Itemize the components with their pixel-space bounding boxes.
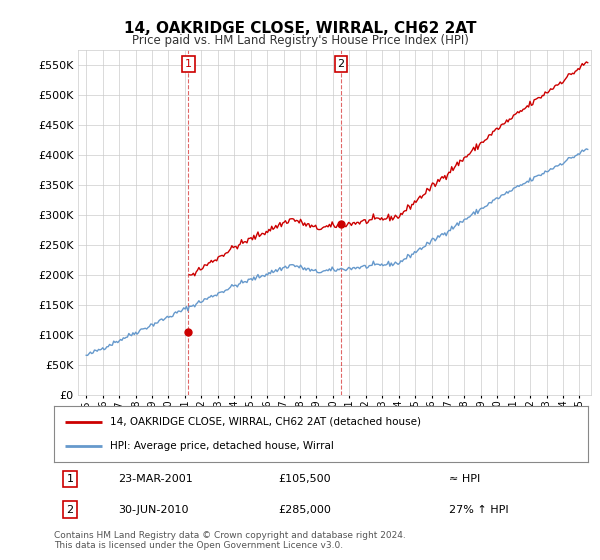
Text: 27% ↑ HPI: 27% ↑ HPI xyxy=(449,505,509,515)
Text: 14, OAKRIDGE CLOSE, WIRRAL, CH62 2AT: 14, OAKRIDGE CLOSE, WIRRAL, CH62 2AT xyxy=(124,21,476,36)
Text: 14, OAKRIDGE CLOSE, WIRRAL, CH62 2AT (detached house): 14, OAKRIDGE CLOSE, WIRRAL, CH62 2AT (de… xyxy=(110,417,421,427)
Text: 1: 1 xyxy=(185,59,192,69)
Text: 23-MAR-2001: 23-MAR-2001 xyxy=(118,474,193,484)
Text: Contains HM Land Registry data © Crown copyright and database right 2024.
This d: Contains HM Land Registry data © Crown c… xyxy=(54,531,406,550)
Text: £105,500: £105,500 xyxy=(278,474,331,484)
Text: HPI: Average price, detached house, Wirral: HPI: Average price, detached house, Wirr… xyxy=(110,441,334,451)
Text: ≈ HPI: ≈ HPI xyxy=(449,474,481,484)
Text: 1: 1 xyxy=(67,474,74,484)
Text: 30-JUN-2010: 30-JUN-2010 xyxy=(118,505,188,515)
Text: 2: 2 xyxy=(338,59,344,69)
Text: £285,000: £285,000 xyxy=(278,505,331,515)
Text: 2: 2 xyxy=(67,505,74,515)
Text: Price paid vs. HM Land Registry's House Price Index (HPI): Price paid vs. HM Land Registry's House … xyxy=(131,34,469,46)
